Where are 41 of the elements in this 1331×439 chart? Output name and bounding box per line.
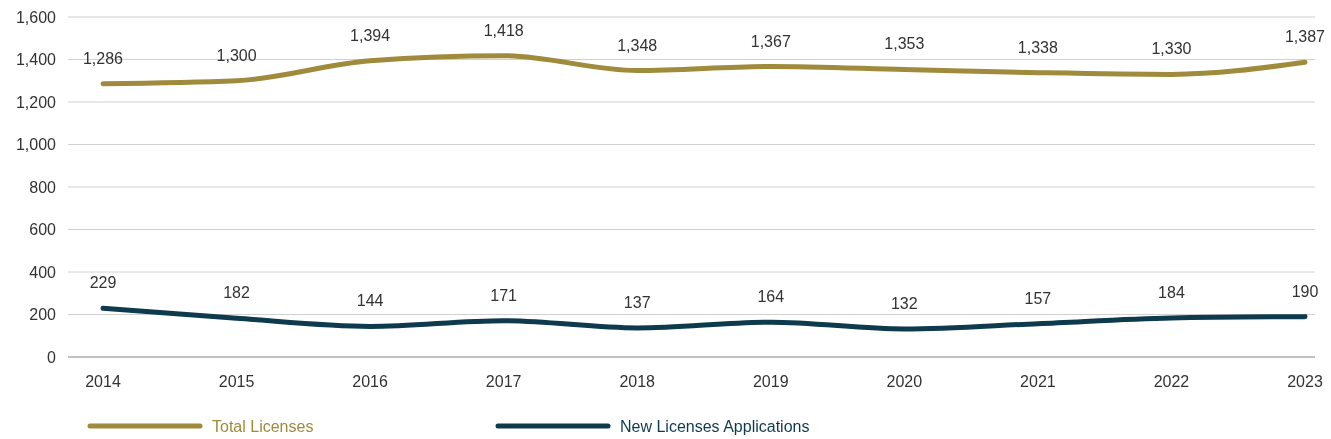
data-label: 184 <box>1158 283 1185 301</box>
data-label: 1,330 <box>1151 40 1192 58</box>
data-label: 132 <box>890 294 918 312</box>
data-label: 1,338 <box>1017 38 1059 56</box>
y-tick-label: 400 <box>29 263 57 281</box>
y-tick-label: 800 <box>29 178 57 196</box>
data-label: 1,367 <box>750 32 791 50</box>
data-label: 171 <box>490 286 518 304</box>
y-tick-label: 600 <box>29 221 57 239</box>
data-label: 1,394 <box>350 26 391 44</box>
y-tick-label: 1,200 <box>15 93 57 111</box>
data-label: 1,348 <box>617 36 658 54</box>
y-tick-label: 200 <box>29 306 57 324</box>
y-tick-label: 1,400 <box>15 51 57 69</box>
x-tick-label: 2014 <box>85 373 121 390</box>
y-tick-label: 1,600 <box>15 8 57 26</box>
data-label: 144 <box>356 292 384 310</box>
text: Total Licenses <box>212 417 314 435</box>
y-tick-label: 0 <box>47 348 57 366</box>
data-label: 164 <box>757 288 785 306</box>
data-label: 1,418 <box>483 21 524 39</box>
y-tick-label: 1,000 <box>15 136 57 154</box>
data-label: 190 <box>1291 282 1319 300</box>
data-label: 157 <box>1024 289 1052 307</box>
data-label: 1,286 <box>82 49 124 67</box>
x-tick-label: 2016 <box>352 373 389 390</box>
x-tick-label: 2022 <box>1153 373 1190 390</box>
data-label: 1,300 <box>216 46 257 64</box>
x-tick-label: 2023 <box>1287 373 1323 390</box>
data-label: 137 <box>623 293 651 311</box>
x-tick-label: 2018 <box>619 373 656 390</box>
data-label: 1,387 <box>1284 28 1326 46</box>
data-label: 229 <box>89 274 117 292</box>
text: New Licenses Applications <box>620 417 810 435</box>
x-tick-label: 2021 <box>1020 373 1056 390</box>
x-tick-label: 2017 <box>485 373 522 390</box>
x-tick-label: 2015 <box>218 373 255 390</box>
x-tick-label: 2019 <box>752 373 789 390</box>
data-label: 1,353 <box>884 35 925 53</box>
data-label: 182 <box>223 284 250 302</box>
x-tick-label: 2020 <box>886 373 923 390</box>
